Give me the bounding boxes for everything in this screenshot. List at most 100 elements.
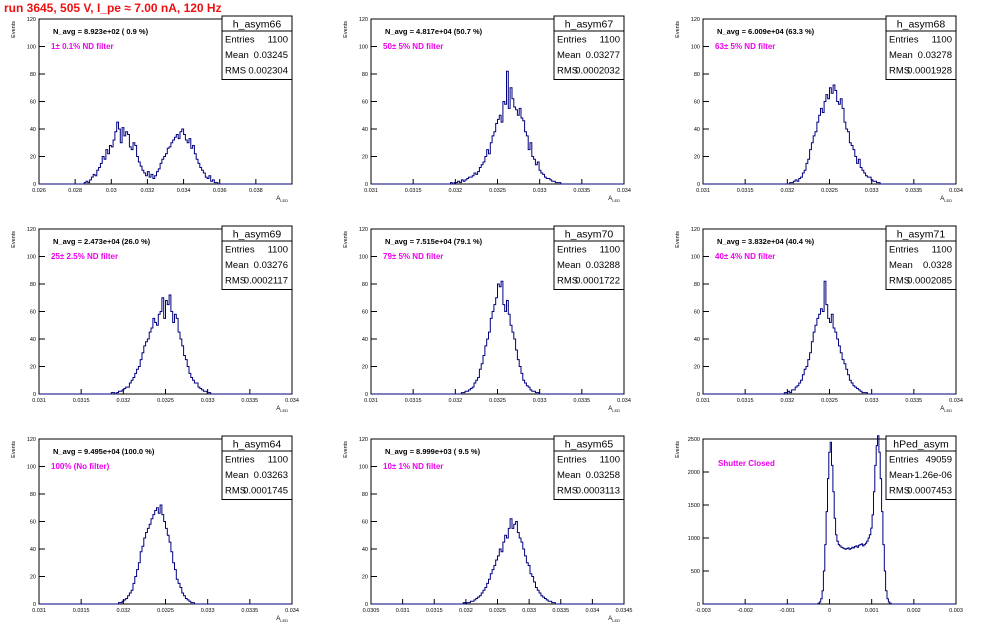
x-tick-label: 0.033 (865, 398, 879, 404)
histogram-name: h_asym67 (565, 19, 614, 31)
y-axis-label: Events (343, 231, 349, 248)
x-tick-label: 0.032 (780, 398, 794, 404)
stats-label: RMS (557, 276, 578, 287)
y-axis-label: Events (11, 441, 17, 458)
stats-label: Entries (557, 455, 587, 466)
x-tick-label: 0.0325 (489, 188, 506, 194)
y-tick-label: 0 (33, 182, 36, 188)
stats-label: RMS (557, 486, 578, 497)
y-tick-label: 40 (362, 337, 368, 343)
y-tick-label: 40 (30, 547, 36, 553)
x-tick-label: 0.0335 (573, 188, 590, 194)
filter-label: Shutter Closed (718, 459, 775, 468)
x-tick-label: 0.0325 (157, 608, 174, 614)
filter-label: 1± 0.1% ND filter (51, 42, 114, 51)
x-tick-label: 0.033 (201, 398, 215, 404)
y-tick-label: 1000 (688, 536, 700, 542)
y-tick-label: 40 (362, 127, 368, 133)
x-tick-label: 0.0335 (241, 608, 258, 614)
x-tick-label: 0.0315 (737, 188, 754, 194)
stats-label: Entries (889, 245, 919, 256)
histogram-line-h_asym67 (371, 70, 624, 185)
histogram-name: h_asym71 (897, 229, 946, 241)
stats-label: RMS (225, 66, 246, 77)
y-tick-label: 100 (691, 45, 700, 51)
stats-label: Entries (225, 245, 255, 256)
stats-label: Mean (889, 470, 913, 481)
y-tick-label: 60 (30, 100, 36, 106)
y-tick-label: 120 (359, 227, 368, 233)
histogram-panel-h_asym67: 0 20 40 60 80 100 120 0.031 0.0315 0.032 0.0325 0.0… (343, 15, 631, 203)
stats-value: 1100 (268, 455, 288, 466)
x-tick-label: 0.026 (32, 188, 46, 194)
y-tick-label: 100 (691, 255, 700, 261)
x-axis-label: ALED (608, 616, 620, 622)
histogram-line-h_asym70 (371, 280, 624, 395)
stats-value: 0.0328 (923, 260, 952, 271)
x-axis-label: ALED (276, 196, 288, 203)
stats-label: Entries (225, 455, 255, 466)
navg-label: N_avg = 2.473e+04 (26.0 %) (53, 237, 151, 246)
histogram-panel-h_asym68: 0 20 40 60 80 100 120 0.031 0.0315 0.032 0.0325 0.0… (675, 15, 963, 203)
stats-value: 0.0002032 (575, 66, 620, 77)
x-tick-label: 0.038 (249, 188, 263, 194)
y-axis-label: Events (343, 441, 349, 458)
y-axis-label: Events (11, 21, 17, 38)
stats-value: 1100 (600, 455, 620, 466)
y-tick-label: 2500 (688, 437, 700, 443)
navg-label: N_avg = 8.923e+02 ( 0.9 %) (53, 27, 149, 36)
y-tick-label: 80 (30, 282, 36, 288)
x-tick-label: 0.034 (585, 608, 599, 614)
filter-label: 79± 5% ND filter (383, 252, 443, 261)
stats-box (553, 435, 625, 500)
y-tick-label: 60 (30, 310, 36, 316)
x-tick-label: 0.031 (364, 188, 378, 194)
stats-box (553, 15, 625, 80)
run-title: run 3645, 505 V, I_pe ≈ 7.00 nA, 120 Hz (4, 1, 222, 15)
stats-box (221, 15, 293, 80)
y-tick-label: 100 (27, 45, 36, 51)
y-tick-label: 80 (694, 72, 700, 78)
y-tick-label: 0 (365, 182, 368, 188)
stats-value: 1100 (932, 245, 952, 256)
histogram-panel-h_asym66: 0 20 40 60 80 100 120 0.026 0.028 0.03 0.032 0.034 0… (11, 15, 293, 203)
x-tick-label: 0.032 (780, 188, 794, 194)
y-tick-label: 1500 (688, 503, 700, 509)
y-tick-label: 20 (30, 155, 36, 161)
histogram-line-hPed_asym (703, 435, 956, 605)
y-tick-label: 100 (359, 465, 368, 471)
stats-label: RMS (889, 66, 910, 77)
histogram-name: h_asym65 (565, 439, 614, 451)
y-tick-label: 500 (691, 569, 700, 575)
y-tick-label: 60 (694, 310, 700, 316)
y-tick-label: 120 (691, 17, 700, 23)
histogram-panel-h_asym65: 0 20 40 60 80 100 120 0.0305 0.031 0.0315 0.032 0.0… (343, 435, 632, 622)
filter-label: 50± 5% ND filter (383, 42, 443, 51)
x-tick-label: 0.0315 (426, 608, 443, 614)
x-tick-label: 0.028 (68, 188, 82, 194)
stats-value: 0.0003113 (576, 486, 620, 497)
y-tick-label: 40 (30, 127, 36, 133)
x-axis-label: ALED (276, 406, 288, 413)
x-tick-label: 0.031 (696, 188, 710, 194)
y-tick-label: 80 (362, 282, 368, 288)
filter-label: 25± 2.5% ND filter (51, 252, 118, 261)
x-tick-label: 0.033 (201, 608, 215, 614)
x-tick-label: 0.0325 (489, 608, 506, 614)
y-tick-label: 120 (27, 227, 36, 233)
x-axis-label: ALED (608, 196, 620, 203)
histogram-line-h_asym71 (703, 280, 956, 395)
stats-label: Mean (557, 50, 581, 61)
x-tick-label: 0.034 (285, 398, 299, 404)
histogram-name: h_asym66 (233, 19, 282, 31)
stats-value: 0.0001722 (575, 276, 620, 287)
x-tick-label: 0.031 (32, 398, 46, 404)
x-tick-label: 0.032 (116, 608, 130, 614)
y-tick-label: 60 (362, 100, 368, 106)
histogram-name: h_asym64 (233, 439, 282, 451)
x-tick-label: 0.0335 (552, 608, 569, 614)
navg-label: N_avg = 7.515e+04 (79.1 %) (385, 237, 483, 246)
y-tick-label: 120 (27, 437, 36, 443)
navg-label: N_avg = 8.999e+03 ( 9.5 %) (385, 447, 481, 456)
stats-label: Mean (225, 470, 249, 481)
